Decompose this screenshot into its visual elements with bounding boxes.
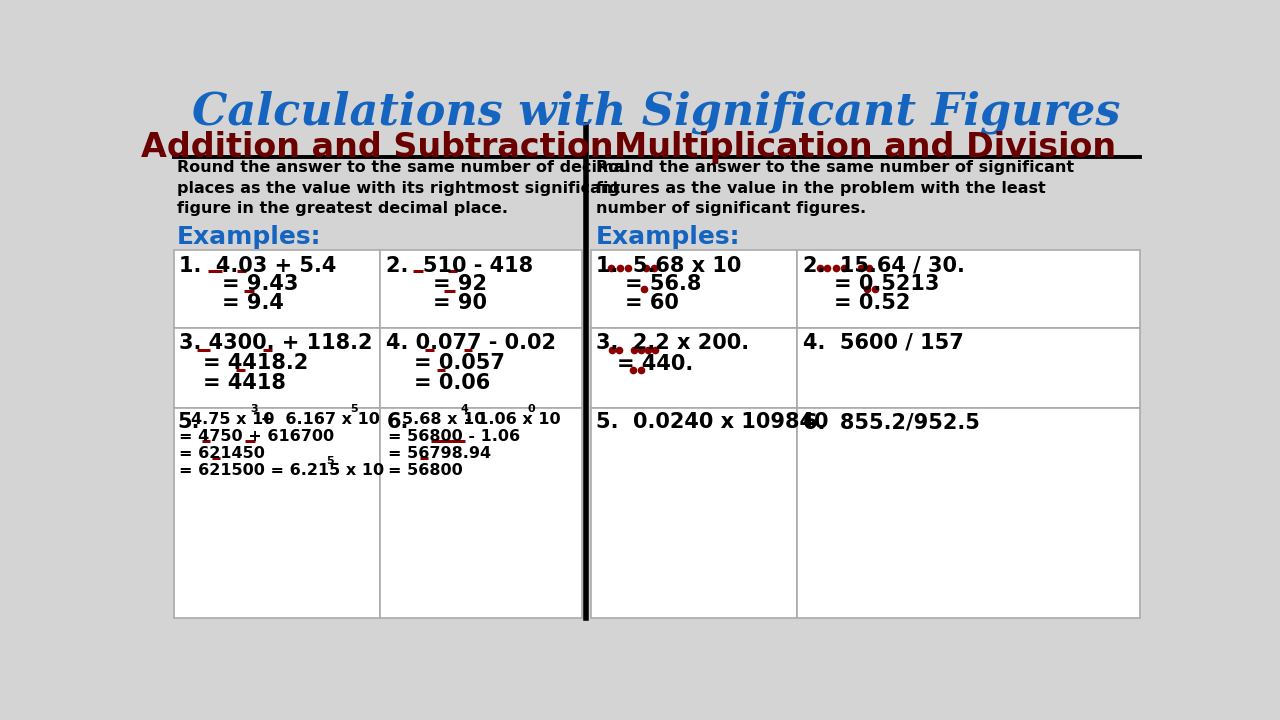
Text: 4. 0.077 - 0.02: 4. 0.077 - 0.02: [387, 333, 557, 353]
FancyBboxPatch shape: [797, 408, 1139, 618]
Text: = 621450: = 621450: [179, 446, 265, 461]
Text: +  6.167 x 10: + 6.167 x 10: [255, 412, 380, 427]
FancyBboxPatch shape: [591, 408, 797, 618]
Text: 6.: 6.: [387, 412, 408, 432]
FancyBboxPatch shape: [591, 328, 797, 408]
FancyBboxPatch shape: [380, 328, 581, 408]
Text: 5: 5: [351, 404, 358, 414]
Text: 3: 3: [250, 404, 257, 414]
Text: 3.  2.2 x 200.: 3. 2.2 x 200.: [596, 333, 750, 353]
FancyBboxPatch shape: [174, 250, 380, 328]
FancyBboxPatch shape: [797, 250, 1139, 328]
Text: 4: 4: [461, 404, 468, 414]
Text: Addition and Subtraction: Addition and Subtraction: [141, 131, 613, 164]
Text: = 0.52: = 0.52: [835, 293, 910, 312]
Text: = 92: = 92: [433, 274, 486, 294]
Text: 5: 5: [326, 456, 334, 466]
Text: 1.  5.68 x 10: 1. 5.68 x 10: [596, 256, 741, 276]
Text: = 0.06: = 0.06: [415, 373, 490, 393]
Text: = 56.8: = 56.8: [625, 274, 701, 294]
FancyBboxPatch shape: [174, 408, 380, 618]
Text: 1.  4.03 + 5.4: 1. 4.03 + 5.4: [179, 256, 335, 276]
Text: = 440.: = 440.: [617, 354, 694, 374]
Text: = 56800: = 56800: [388, 463, 462, 478]
Text: Examples:: Examples:: [595, 225, 740, 249]
FancyBboxPatch shape: [797, 328, 1139, 408]
FancyBboxPatch shape: [380, 250, 581, 328]
Text: 4.  5600 / 157: 4. 5600 / 157: [804, 333, 964, 353]
Text: 6.  855.2/952.5: 6. 855.2/952.5: [804, 412, 980, 432]
Text: - 1.06 x 10: - 1.06 x 10: [466, 412, 561, 427]
FancyBboxPatch shape: [591, 250, 797, 328]
Text: 5.: 5.: [177, 412, 200, 432]
Text: Calculations with Significant Figures: Calculations with Significant Figures: [192, 90, 1120, 134]
Text: 0: 0: [527, 404, 535, 414]
Text: Round the answer to the same number of decimal
places as the value with its righ: Round the answer to the same number of d…: [177, 161, 630, 216]
Text: = 56800 - 1.06: = 56800 - 1.06: [388, 429, 520, 444]
Text: = 0.5213: = 0.5213: [835, 274, 940, 294]
Text: Round the answer to the same number of significant
figures as the value in the p: Round the answer to the same number of s…: [595, 161, 1074, 216]
Text: 4.75 x 10: 4.75 x 10: [191, 412, 274, 427]
Text: Examples:: Examples:: [177, 225, 321, 249]
FancyBboxPatch shape: [174, 328, 380, 408]
Text: = 4750 + 616700: = 4750 + 616700: [179, 429, 334, 444]
Text: = 9.43: = 9.43: [221, 274, 298, 294]
Text: 5.  0.0240 x 109840: 5. 0.0240 x 109840: [596, 412, 829, 432]
Text: = 4418.2: = 4418.2: [202, 353, 308, 373]
Text: = 4418: = 4418: [202, 373, 285, 393]
Text: = 56798.94: = 56798.94: [388, 446, 492, 461]
Text: 2.  510 - 418: 2. 510 - 418: [387, 256, 534, 276]
Text: Multiplication and Division: Multiplication and Division: [614, 131, 1116, 164]
Text: = 0.057: = 0.057: [415, 353, 506, 373]
FancyBboxPatch shape: [380, 408, 581, 618]
Text: 5.68 x 10: 5.68 x 10: [402, 412, 485, 427]
Text: = 90: = 90: [433, 293, 486, 312]
Text: = 60: = 60: [625, 293, 678, 312]
Text: 3. 4300. + 118.2: 3. 4300. + 118.2: [179, 333, 372, 353]
Text: = 621500 = 6.215 x 10: = 621500 = 6.215 x 10: [179, 463, 384, 478]
Text: = 9.4: = 9.4: [221, 293, 284, 312]
Text: 2.  15.64 / 30.: 2. 15.64 / 30.: [804, 256, 965, 276]
